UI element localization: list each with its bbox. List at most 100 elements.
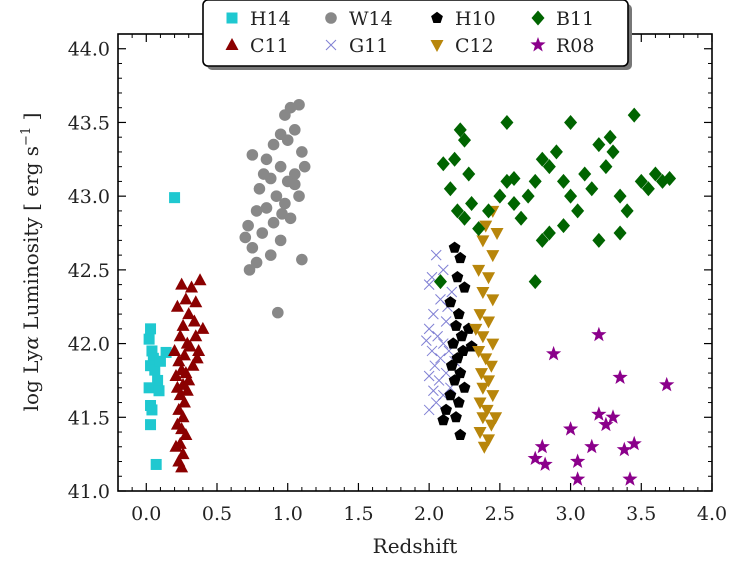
point-c12: [476, 331, 490, 344]
x-tick-label: 1.5: [343, 503, 373, 525]
point-c12: [473, 427, 487, 440]
x-tick-label: 3.0: [555, 503, 585, 525]
legend-marker-h14: [226, 12, 238, 24]
point-r08: [537, 456, 553, 471]
point-h14: [146, 345, 158, 357]
point-b11: [514, 210, 528, 226]
point-w14: [246, 149, 259, 161]
series-w14: [239, 98, 311, 319]
point-r08: [622, 471, 638, 486]
point-w14: [270, 190, 283, 202]
point-c12: [480, 404, 494, 417]
legend-marker-h10: [431, 11, 443, 23]
point-c12: [473, 309, 487, 322]
point-h10: [452, 307, 465, 320]
point-b11: [458, 210, 471, 226]
point-w14: [256, 227, 269, 239]
x-tick-label: 3.5: [626, 503, 656, 525]
point-b11: [458, 132, 471, 148]
point-c12: [490, 228, 504, 241]
point-h14: [145, 419, 157, 431]
point-c12: [474, 368, 488, 381]
point-b11: [592, 232, 606, 248]
point-b11: [500, 173, 514, 189]
point-h10: [454, 251, 467, 264]
point-b11: [453, 122, 467, 138]
point-h10: [448, 241, 461, 253]
point-h14: [154, 355, 166, 367]
point-h10: [450, 319, 462, 331]
legend-marker-c11: [225, 38, 239, 50]
point-r08: [598, 416, 614, 432]
point-w14: [246, 241, 259, 254]
point-c11: [192, 343, 206, 356]
series-c12: [469, 205, 504, 454]
point-g11: [435, 352, 446, 364]
point-h10: [458, 381, 471, 393]
point-c11: [177, 348, 191, 361]
point-w14: [257, 168, 270, 180]
point-h14: [169, 192, 181, 204]
point-w14: [296, 253, 308, 266]
legend-marker-c12: [430, 40, 444, 52]
point-c11: [180, 383, 194, 396]
point-c12: [476, 286, 490, 299]
point-b11: [448, 151, 462, 167]
point-w14: [296, 146, 308, 158]
point-c11: [189, 295, 203, 308]
point-h10: [452, 396, 465, 408]
legend-entry-g11: G11: [325, 35, 388, 57]
point-c11: [169, 439, 183, 452]
point-w14: [288, 124, 301, 136]
legend-label-r08: R08: [556, 35, 594, 57]
point-b11: [500, 114, 514, 130]
point-b11: [528, 274, 542, 290]
legend-entry-r08: R08: [530, 35, 594, 57]
point-g11: [428, 308, 439, 320]
y-tick-label: 43.0: [68, 186, 110, 208]
point-g11: [446, 286, 458, 298]
y-axis-label-mid: Luminosity [ erg s: [19, 146, 43, 336]
x-tick-label: 0.5: [202, 503, 232, 525]
point-b11: [528, 173, 542, 189]
point-c11: [189, 329, 203, 342]
point-b11: [603, 129, 617, 145]
point-b11: [557, 218, 570, 234]
series-b11: [433, 107, 677, 290]
point-w14: [243, 264, 256, 276]
legend-label-b11: B11: [556, 8, 594, 30]
point-c12: [486, 338, 500, 351]
point-b11: [585, 181, 599, 197]
point-g11: [428, 385, 439, 397]
legend-entry-c12: C12: [430, 35, 494, 57]
point-c11: [196, 321, 210, 334]
point-r08: [626, 435, 642, 451]
point-c12: [479, 220, 493, 233]
point-w14: [267, 138, 280, 151]
x-tick-label: 4.0: [697, 503, 727, 525]
point-h14: [145, 323, 157, 335]
point-c12: [482, 272, 496, 285]
legend-box: [202, 0, 629, 67]
legend-marker-r08: [530, 37, 546, 52]
point-c11: [173, 329, 187, 342]
point-b11: [564, 114, 578, 130]
point-g11: [420, 335, 432, 346]
point-c11: [169, 369, 183, 382]
point-c11: [185, 280, 199, 293]
point-h14: [152, 374, 164, 386]
legend-entry-h10: H10: [431, 8, 496, 30]
point-g11: [423, 370, 435, 382]
point-c11: [177, 395, 191, 408]
point-c11: [176, 318, 190, 331]
legend-marker-b11: [531, 10, 545, 26]
point-g11: [433, 375, 445, 386]
point-r08: [527, 450, 543, 465]
point-b11: [472, 221, 486, 237]
legend-label-c12: C12: [455, 35, 494, 57]
point-c11: [175, 460, 189, 473]
point-w14: [276, 208, 288, 220]
point-b11: [641, 181, 655, 197]
point-c11: [183, 339, 197, 352]
point-c11: [179, 427, 193, 440]
